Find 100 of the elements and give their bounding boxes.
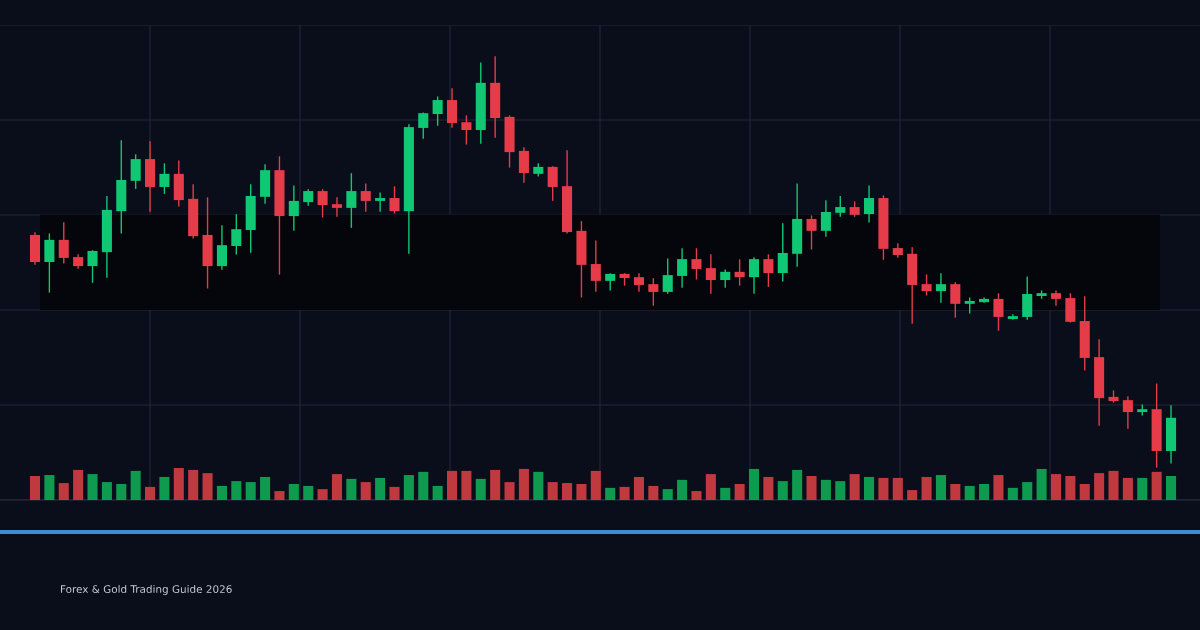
candlestick (418, 112, 429, 139)
bar (691, 491, 702, 500)
bar (432, 485, 443, 500)
bar (662, 489, 673, 500)
candlestick (677, 248, 688, 288)
bar (446, 470, 458, 500)
bar (1022, 482, 1033, 500)
bar (562, 483, 573, 500)
bar (993, 475, 1004, 500)
bar (864, 476, 875, 500)
bar (619, 486, 630, 500)
bar (44, 475, 55, 500)
bar (849, 474, 860, 500)
candlestick (734, 259, 745, 286)
candlestick (935, 273, 946, 303)
bar (777, 481, 788, 500)
bar (375, 477, 386, 500)
bar (763, 476, 774, 500)
candlestick (1050, 290, 1062, 306)
candlestick (1122, 396, 1133, 429)
candlestick (820, 200, 831, 237)
candlestick (432, 96, 443, 126)
bar (950, 484, 961, 500)
candlestick (231, 214, 242, 255)
candlestick (130, 154, 141, 189)
candlestick (317, 189, 328, 218)
bar (1094, 473, 1105, 500)
bar (116, 484, 127, 500)
bar (331, 474, 343, 500)
bar (87, 474, 98, 500)
candlestick (705, 254, 716, 294)
bar (547, 482, 558, 500)
bar (231, 481, 242, 500)
bar (1007, 487, 1018, 500)
bar (964, 485, 975, 500)
bar (490, 469, 501, 500)
candlestick (346, 173, 357, 228)
bar (288, 484, 299, 500)
bar (921, 476, 932, 500)
bar (590, 470, 601, 500)
candlestick (1022, 276, 1033, 320)
bar (1151, 471, 1162, 500)
bar (792, 469, 803, 500)
bar (145, 486, 156, 500)
bar (1050, 474, 1062, 500)
bar (504, 482, 515, 500)
candlestick (547, 166, 558, 201)
candlestick (806, 215, 817, 250)
bar (389, 486, 400, 500)
candlestick (216, 225, 227, 270)
bar (360, 482, 371, 500)
candlestick (979, 297, 990, 303)
bar (1079, 484, 1090, 500)
candlestick (461, 115, 472, 145)
bar (303, 485, 314, 500)
candlestick (921, 274, 932, 296)
bar (260, 476, 271, 500)
candlestick (763, 254, 774, 287)
bar (835, 481, 846, 500)
candlestick (44, 233, 55, 293)
bar (418, 471, 429, 500)
candlestick (633, 273, 644, 292)
candlestick (864, 185, 875, 223)
candlestick (375, 192, 386, 212)
bar (317, 489, 328, 500)
bar (878, 477, 889, 500)
bar (475, 478, 486, 500)
candlestick (331, 197, 343, 217)
bar (576, 484, 587, 500)
bar (633, 476, 644, 500)
bar (73, 469, 84, 500)
bar (907, 490, 918, 500)
candlestick (748, 257, 760, 294)
bar (533, 471, 544, 500)
bar (820, 479, 831, 500)
candlestick (159, 163, 170, 194)
bar (1108, 470, 1119, 500)
bar (346, 478, 357, 500)
bar (29, 476, 41, 500)
candlestick (1007, 314, 1018, 320)
bar (274, 491, 285, 500)
bar (130, 470, 141, 500)
bar (1065, 476, 1076, 500)
bar (734, 484, 745, 500)
bar (935, 475, 946, 500)
candlestick (58, 222, 69, 264)
candlestick (360, 183, 371, 212)
bar (518, 468, 529, 500)
candlestick (950, 282, 961, 318)
bar (173, 468, 184, 500)
bar (648, 485, 659, 500)
bar (1137, 477, 1148, 500)
candlestick (590, 240, 601, 292)
bar (1165, 476, 1177, 500)
candlestick (662, 258, 673, 294)
candlestick (777, 223, 788, 282)
bar (202, 473, 213, 500)
bar (1122, 477, 1133, 500)
bar (979, 484, 990, 500)
bar (720, 487, 731, 500)
